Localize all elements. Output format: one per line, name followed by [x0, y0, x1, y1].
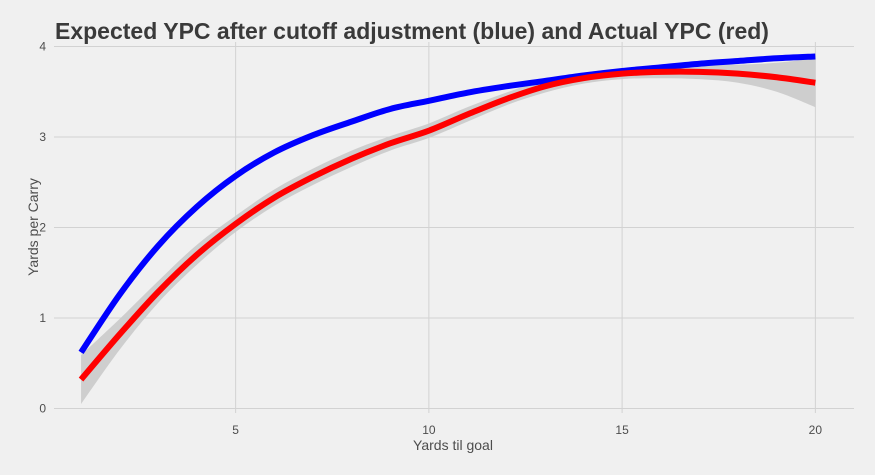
x-tick-label: 20: [809, 423, 823, 437]
series-2-line: [78, 68, 816, 382]
y-tick-label: 1: [39, 311, 46, 325]
chart-title: Expected YPC after cutoff adjustment (bl…: [55, 18, 769, 44]
x-axis-label: Yards til goal: [413, 437, 493, 453]
y-tick-label: 3: [39, 130, 46, 144]
x-tick-label: 15: [615, 423, 629, 437]
y-tick-label: 2: [39, 221, 46, 235]
grid-layer: [54, 42, 854, 413]
confidence-bands: [81, 54, 816, 404]
series-1-line: [78, 53, 816, 355]
y-tick-label: 4: [39, 40, 46, 54]
series-lines: [78, 53, 816, 382]
x-tick-label: 10: [422, 423, 436, 437]
y-axis-label: Yards per Carry: [25, 178, 41, 276]
y-tick-label: 0: [39, 401, 46, 415]
x-tick-label: 5: [232, 423, 239, 437]
tick-labels: 0 1 2 3 4 5 10 15 20: [39, 40, 822, 437]
series-2-confidence-band: [81, 58, 816, 404]
